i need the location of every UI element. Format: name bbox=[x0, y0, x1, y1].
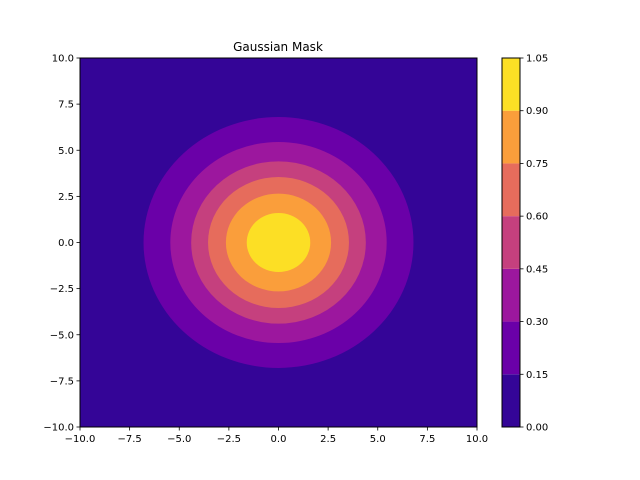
x-tick-label: 10.0 bbox=[466, 434, 488, 445]
colorbar bbox=[502, 58, 520, 427]
colorbar-tick-label: 0.90 bbox=[526, 106, 548, 117]
colorbar-axis: 0.00 0.15 0.30 0.45 0.60 0.75 0.90 1.05 bbox=[520, 54, 548, 434]
y-tick-label: −2.5 bbox=[50, 284, 74, 295]
colorbar-band-4 bbox=[502, 163, 520, 217]
colorbar-tick-label: 0.00 bbox=[526, 423, 548, 434]
colorbar-frame bbox=[501, 57, 521, 428]
y-axis: −10.0 −7.5 −5.0 −2.5 0.0 2.5 5.0 7.5 10.0 bbox=[43, 54, 80, 434]
x-tick-label: −5.0 bbox=[167, 434, 191, 445]
y-tick-label: −10.0 bbox=[43, 423, 74, 434]
colorbar-tick-label: 0.60 bbox=[526, 212, 548, 223]
colorbar-tick-label: 0.15 bbox=[526, 370, 548, 381]
plot-area bbox=[80, 58, 477, 427]
y-tick-label: 5.0 bbox=[58, 146, 74, 157]
colorbar-band-6 bbox=[502, 58, 520, 111]
colorbar-tick-label: 1.05 bbox=[526, 54, 548, 65]
x-tick-label: 7.5 bbox=[419, 434, 435, 445]
x-tick-label: 0.0 bbox=[271, 434, 287, 445]
colorbar-tick-label: 0.45 bbox=[526, 264, 548, 275]
x-tick-label: −7.5 bbox=[117, 434, 141, 445]
x-tick-label: 2.5 bbox=[320, 434, 336, 445]
y-tick-label: −7.5 bbox=[50, 376, 74, 387]
chart-title: Gaussian Mask bbox=[233, 40, 323, 54]
y-tick-label: −5.0 bbox=[50, 330, 74, 341]
y-tick-label: 2.5 bbox=[58, 192, 74, 203]
x-axis: −10.0 −7.5 −5.0 −2.5 0.0 2.5 5.0 7.5 10.0 bbox=[65, 427, 488, 445]
x-tick-label: −2.5 bbox=[217, 434, 241, 445]
colorbar-band-5 bbox=[502, 110, 520, 164]
colorbar-band-1 bbox=[502, 321, 520, 375]
colorbar-band-2 bbox=[502, 268, 520, 322]
colorbar-tick-label: 0.30 bbox=[526, 317, 548, 328]
x-tick-label: −10.0 bbox=[65, 434, 96, 445]
y-tick-label: 10.0 bbox=[52, 54, 74, 65]
y-tick-label: 0.0 bbox=[58, 238, 74, 249]
colorbar-band-0 bbox=[502, 374, 520, 427]
x-tick-label: 5.0 bbox=[370, 434, 386, 445]
colorbar-tick-label: 0.75 bbox=[526, 159, 548, 170]
y-tick-label: 7.5 bbox=[58, 100, 74, 111]
colorbar-band-3 bbox=[502, 216, 520, 269]
contour-band-6 bbox=[246, 212, 311, 273]
